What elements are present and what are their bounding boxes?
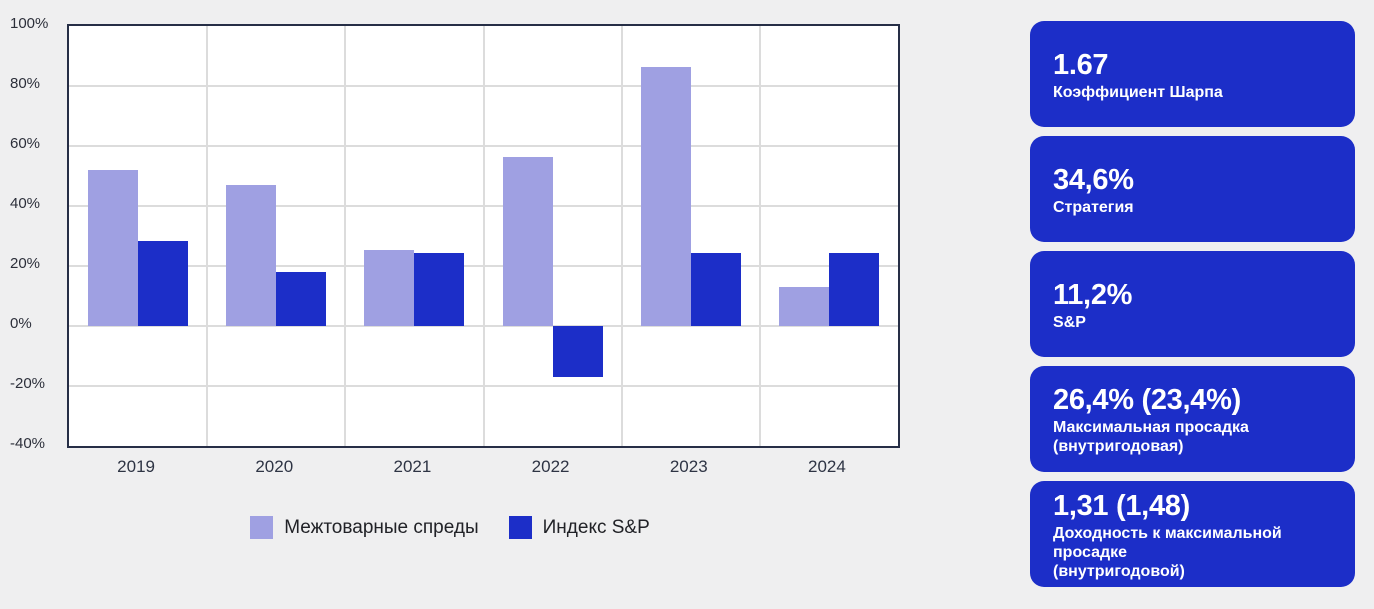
y-tick-label: 80% xyxy=(10,75,41,92)
stat-card-value: 34,6% xyxy=(1053,163,1134,196)
bar-series2-2024 xyxy=(828,252,879,326)
stat-card-label: Коэффициент Шарпа xyxy=(1053,83,1223,101)
stat-card-label: Максимальная просадка (внутригодовая) xyxy=(1053,419,1249,455)
bar-series2-2022 xyxy=(552,326,603,377)
stat-card-value: 1,31 (1,48) xyxy=(1053,489,1190,522)
returns-bar-chart: 100% 80% 60% 40% 20% 0% -20% -40% 2019 2020 2021 2… xyxy=(0,16,900,539)
stat-card-label: S&P xyxy=(1053,313,1086,331)
stat-card: 34,6% Стратегия xyxy=(1030,136,1355,242)
stats-panel: 1.67 Коэффициент Шарпа 34,6% Стратегия 11,2%… xyxy=(1030,21,1355,587)
stat-card-value: 1.67 xyxy=(1053,48,1109,81)
bar-series2-2019 xyxy=(138,240,189,326)
legend-item: Индекс S&P xyxy=(508,516,650,539)
bar-series1-2023 xyxy=(640,66,691,326)
gridline-vertical xyxy=(758,26,761,446)
y-tick-label: 20% xyxy=(10,255,41,272)
stat-card-label: Доходность к максимальной просадке (внут… xyxy=(1053,524,1282,580)
y-tick-label: 40% xyxy=(10,195,41,212)
bar-series1-2022 xyxy=(502,156,553,326)
bar-series1-2024 xyxy=(778,287,829,326)
legend-label: Индекс S&P xyxy=(542,516,650,538)
legend-swatch-icon xyxy=(250,516,274,539)
y-tick-label: -20% xyxy=(10,375,46,392)
plot-area xyxy=(67,24,900,448)
x-tick-label-2020: 2020 xyxy=(255,457,294,476)
gridline-vertical xyxy=(620,26,623,446)
bar-series2-2023 xyxy=(690,252,741,326)
y-tick-label: -40% xyxy=(10,435,46,452)
legend-item: Межтоварные спреды xyxy=(250,516,479,539)
stat-card: 26,4% (23,4%) Максимальная просадка (внут… xyxy=(1030,366,1355,472)
y-tick-label: 0% xyxy=(10,315,32,332)
gridline-vertical xyxy=(344,26,347,446)
stat-card: 1,31 (1,48) Доходность к максимальной про… xyxy=(1030,481,1355,587)
x-tick-label-2019: 2019 xyxy=(117,457,155,476)
x-tick-label-2024: 2024 xyxy=(807,457,846,476)
bar-series2-2020 xyxy=(276,272,327,326)
gridline-vertical xyxy=(206,26,209,446)
legend-label: Межтоварные спреды xyxy=(284,516,479,538)
stat-card-label: Стратегия xyxy=(1053,198,1134,216)
stat-card: 11,2% S&P xyxy=(1030,251,1355,357)
y-axis: 100% 80% 60% 40% 20% 0% -20% -40% xyxy=(10,16,65,452)
y-tick-label: 60% xyxy=(10,135,41,152)
bar-series2-2021 xyxy=(414,252,465,326)
x-tick-label-2022: 2022 xyxy=(531,457,570,476)
bar-series1-2021 xyxy=(364,249,415,326)
legend-swatch-icon xyxy=(508,516,532,539)
stat-card-value: 11,2% xyxy=(1053,278,1133,311)
gridline-vertical xyxy=(482,26,485,446)
stat-card: 1.67 Коэффициент Шарпа xyxy=(1030,21,1355,127)
x-tick-label-2023: 2023 xyxy=(669,457,708,476)
bar-series1-2020 xyxy=(226,185,277,326)
x-axis: 2019 2020 2021 2022 2023 2024 xyxy=(67,457,900,479)
chart-legend: Межтоварные спреды Индекс S&P xyxy=(0,516,900,539)
x-tick-label-2021: 2021 xyxy=(393,457,432,476)
bar-series1-2019 xyxy=(88,170,139,326)
stat-card-value: 26,4% (23,4%) xyxy=(1053,384,1241,416)
y-tick-label: 100% xyxy=(10,15,49,32)
